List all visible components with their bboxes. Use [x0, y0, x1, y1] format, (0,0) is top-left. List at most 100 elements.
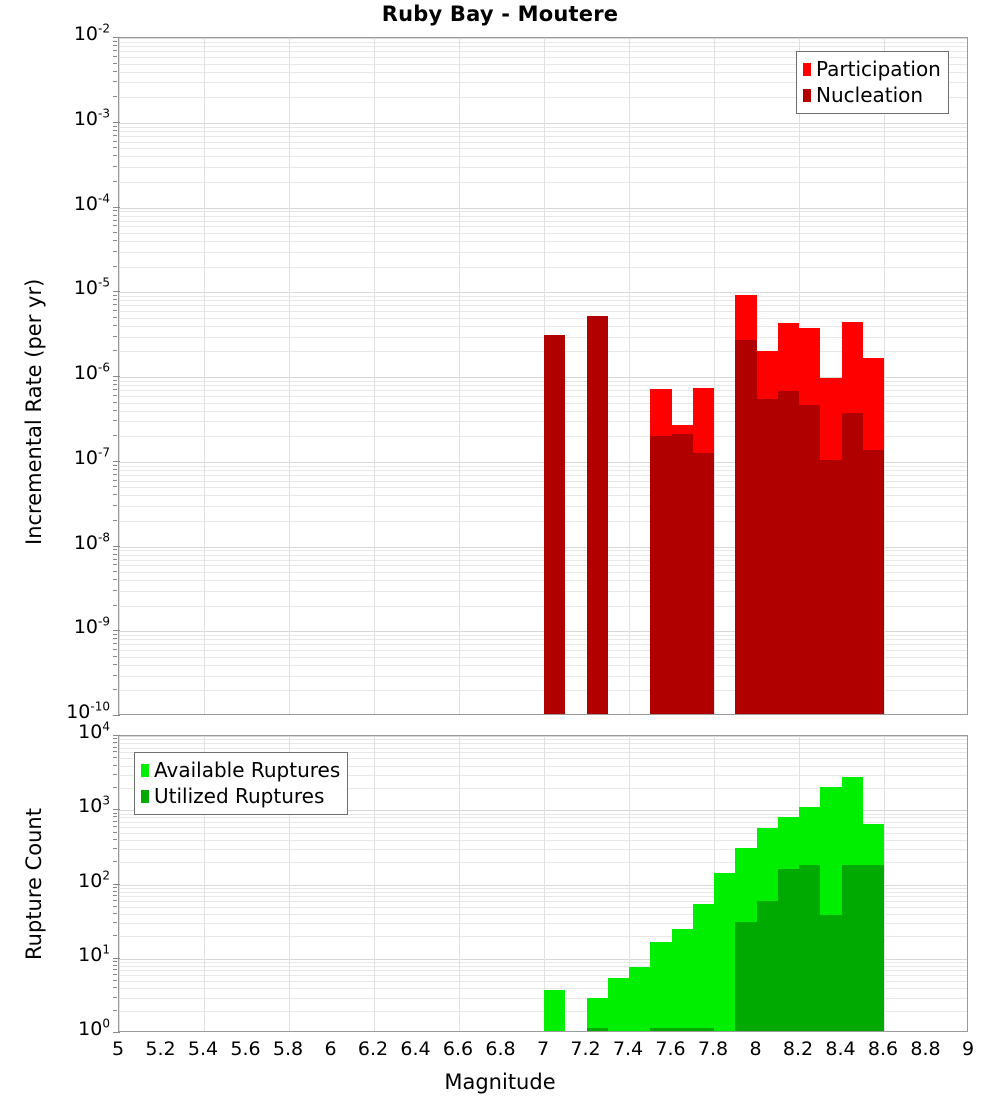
- y-axis-tick-mark: [113, 155, 117, 157]
- gridline-horizontal: [119, 936, 967, 938]
- gridline-horizontal: [119, 181, 967, 183]
- y-axis-tick-mark: [113, 50, 117, 52]
- y-axis-tick-mark: [113, 324, 117, 326]
- legend-item-available-ruptures: Available Ruptures: [141, 757, 340, 783]
- gridline-horizontal: [119, 300, 967, 302]
- y-axis-tick-mark: [113, 913, 117, 915]
- gridline-horizontal: [119, 336, 967, 338]
- bar-segment-inner: [841, 865, 863, 1031]
- gridline-horizontal: [119, 884, 967, 886]
- y-axis-tick-mark: [113, 45, 117, 47]
- y-axis-tick-mark: [113, 81, 117, 83]
- y-axis-tick-mark: [113, 295, 117, 297]
- bars-rupture-count: [119, 736, 967, 1031]
- bar-segment-inner: [820, 459, 842, 714]
- gridline-vertical: [204, 736, 205, 1031]
- y-axis-tick-mark: [113, 715, 120, 716]
- x-axis-tick-label: 6.8: [485, 1038, 516, 1060]
- y-axis-label-top: Incremental Rate (per yr): [22, 278, 46, 545]
- gridline-vertical: [204, 38, 205, 714]
- gridline-horizontal: [119, 758, 967, 760]
- y-axis-tick-mark: [113, 742, 117, 744]
- y-axis-tick-mark: [113, 129, 117, 131]
- gridline-horizontal: [119, 487, 967, 489]
- gridline-horizontal: [119, 826, 967, 828]
- bar-segment-inner: [799, 865, 821, 1031]
- legend-incremental-rate: Participation Nucleation: [796, 51, 949, 114]
- gridline-horizontal: [119, 469, 967, 471]
- y-axis-tick-mark: [113, 764, 117, 766]
- y-axis-tick-mark: [113, 219, 117, 221]
- y-axis-tick-mark: [113, 291, 120, 293]
- gridline-horizontal: [119, 495, 967, 497]
- gridline-horizontal: [119, 962, 967, 964]
- y-axis-tick-mark: [113, 473, 117, 475]
- y-axis-tick-mark: [113, 643, 117, 645]
- gridline-horizontal: [119, 849, 967, 851]
- y-axis-tick-mark: [113, 310, 117, 312]
- gridline-horizontal: [119, 747, 967, 749]
- gridline-horizontal: [119, 997, 967, 999]
- gridline-horizontal: [119, 97, 967, 99]
- bar-segment-inner: [671, 434, 693, 714]
- y-axis-tick-mark: [113, 895, 117, 896]
- bar: [777, 38, 799, 714]
- gridline-horizontal: [119, 644, 967, 646]
- bar: [756, 736, 778, 1031]
- y-axis-tick-mark: [113, 62, 117, 64]
- bar: [586, 38, 608, 714]
- gridline-horizontal: [119, 474, 967, 476]
- legend-label-participation: Participation: [816, 57, 941, 81]
- y-axis-tick-mark: [113, 70, 117, 72]
- bar-segment-inner: [671, 1027, 693, 1031]
- y-axis-tick-label: 10-5: [73, 275, 110, 300]
- bar-segment-inner: [820, 915, 842, 1031]
- available-ruptures-swatch: [141, 763, 149, 777]
- bar-segment-inner: [586, 315, 608, 714]
- bar-segment-inner: [862, 865, 884, 1031]
- bar-segment-inner: [862, 450, 884, 714]
- bar-segment-inner: [692, 453, 714, 714]
- y-axis-tick-mark: [113, 974, 117, 976]
- nucleation-swatch: [803, 88, 811, 102]
- gridline-horizontal: [119, 226, 967, 228]
- bar-segment-inner: [735, 339, 757, 714]
- bar: [756, 38, 778, 714]
- gridline-horizontal: [119, 122, 967, 124]
- gridline-horizontal: [119, 233, 967, 234]
- bars-incremental-rate: [119, 38, 967, 714]
- x-axis-tick-label: 7.4: [612, 1038, 644, 1060]
- legend-label-available-ruptures: Available Ruptures: [154, 758, 341, 782]
- y-axis-tick-mark: [113, 825, 117, 827]
- y-axis-tick-mark: [113, 240, 117, 242]
- bar: [735, 736, 757, 1031]
- gridline-horizontal: [119, 787, 967, 789]
- gridline-horizontal: [119, 906, 967, 908]
- y-axis-tick-mark: [113, 250, 117, 252]
- gridline-horizontal: [119, 461, 967, 463]
- gridline-horizontal: [119, 141, 967, 143]
- bar: [650, 38, 672, 714]
- x-axis-tick-label: 6: [324, 1038, 337, 1060]
- y-axis-tick-mark: [113, 987, 117, 989]
- y-axis-tick-label: 102: [78, 868, 110, 892]
- gridline-vertical: [374, 38, 375, 714]
- y-axis-tick-mark: [113, 468, 117, 470]
- bar-segment-inner: [841, 412, 863, 714]
- bar: [544, 38, 566, 714]
- bar-segment-outer: [586, 997, 608, 1031]
- y-axis-tick-mark: [113, 232, 117, 233]
- y-axis-tick-label: 10-3: [73, 106, 110, 130]
- gridline-vertical: [289, 736, 290, 1031]
- y-axis-tick-mark: [113, 134, 117, 136]
- gridline-horizontal: [119, 126, 967, 128]
- utilized-ruptures-swatch: [141, 789, 149, 803]
- gridline-horizontal: [119, 148, 967, 150]
- gridline-horizontal: [119, 690, 967, 692]
- y-axis-tick-label: 10-2: [73, 21, 110, 45]
- bar-segment-outer: [629, 967, 651, 1031]
- y-axis-tick-mark: [113, 735, 120, 736]
- bar-segment-outer: [650, 941, 672, 1031]
- bar-segment-outer: [607, 977, 629, 1031]
